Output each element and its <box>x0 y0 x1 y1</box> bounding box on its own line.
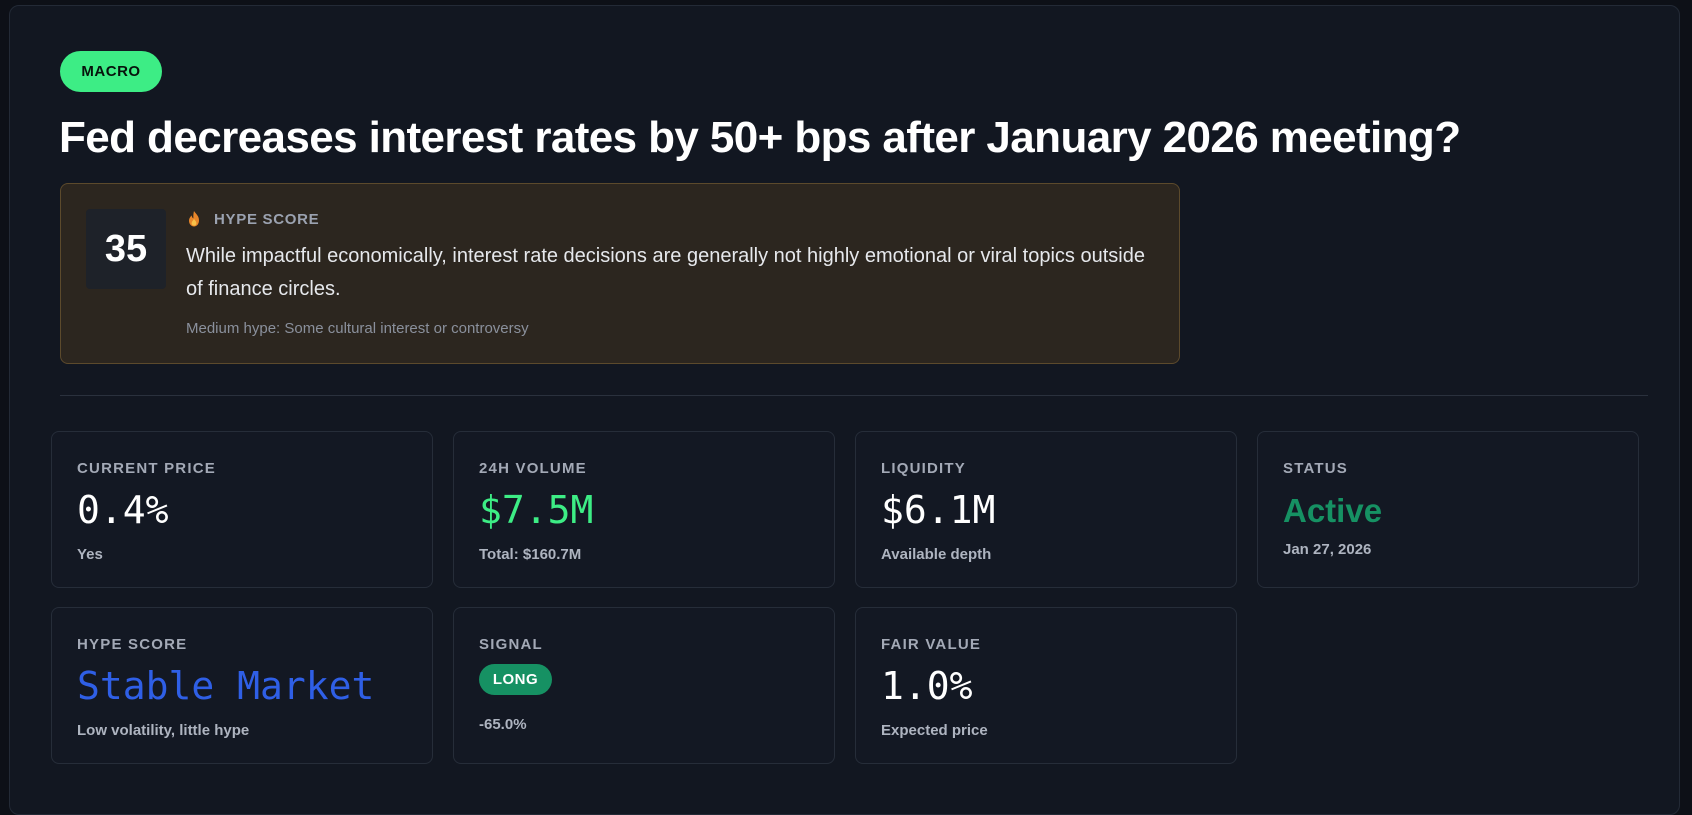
card-label: FAIR VALUE <box>881 636 982 653</box>
liquidity-card: LIQUIDITY $6.1M Available depth <box>855 431 1237 588</box>
hype-score-header: HYPE SCORE <box>186 210 319 228</box>
card-label: SIGNAL <box>479 636 543 653</box>
liquidity-note: Available depth <box>881 546 992 563</box>
category-tag[interactable]: MACRO <box>60 51 162 92</box>
volume-total: Total: $160.7M <box>479 546 582 563</box>
signal-card: SIGNAL LONG -65.0% <box>453 607 835 764</box>
fair-value-note: Expected price <box>881 722 988 739</box>
current-price-value: 0.4% <box>77 488 169 532</box>
card-label: HYPE SCORE <box>77 636 188 653</box>
fair-value-card: FAIR VALUE 1.0% Expected price <box>855 607 1237 764</box>
signal-edge: -65.0% <box>479 716 527 733</box>
hype-description: While impactful economically, interest r… <box>186 245 1145 300</box>
signal-badge: LONG <box>479 664 552 695</box>
card-label: 24H VOLUME <box>479 460 587 477</box>
flame-icon <box>189 211 199 227</box>
current-price-outcome: Yes <box>77 546 103 563</box>
liquidity-value: $6.1M <box>881 488 996 532</box>
status-date: Jan 27, 2026 <box>1283 541 1372 558</box>
current-price-card: CURRENT PRICE 0.4% Yes <box>51 431 433 588</box>
volume-card: 24H VOLUME $7.5M Total: $160.7M <box>453 431 835 588</box>
status-value: Active <box>1283 492 1383 529</box>
hype-score-number: 35 <box>86 209 166 289</box>
card-label: CURRENT PRICE <box>77 460 216 477</box>
hype-score-label: HYPE SCORE <box>214 210 320 228</box>
hype-score-note: Low volatility, little hype <box>77 722 250 739</box>
section-divider <box>60 395 1648 396</box>
card-label: LIQUIDITY <box>881 460 966 477</box>
hype-score-value: Stable Market <box>77 664 375 708</box>
card-label: STATUS <box>1283 460 1348 477</box>
fair-value-value: 1.0% <box>881 664 973 708</box>
market-title: Fed decreases interest rates by 50+ bps … <box>59 113 1461 162</box>
hype-note: Medium hype: Some cultural interest or c… <box>186 320 529 337</box>
hype-score-panel: 35 HYPE SCORE While impactful economical… <box>60 183 1180 364</box>
hype-score-card: HYPE SCORE Stable Market Low volatility,… <box>51 607 433 764</box>
status-card: STATUS Active Jan 27, 2026 <box>1257 431 1639 588</box>
market-detail-panel: MACRO Fed decreases interest rates by 50… <box>9 5 1680 815</box>
volume-value: $7.5M <box>479 488 594 532</box>
